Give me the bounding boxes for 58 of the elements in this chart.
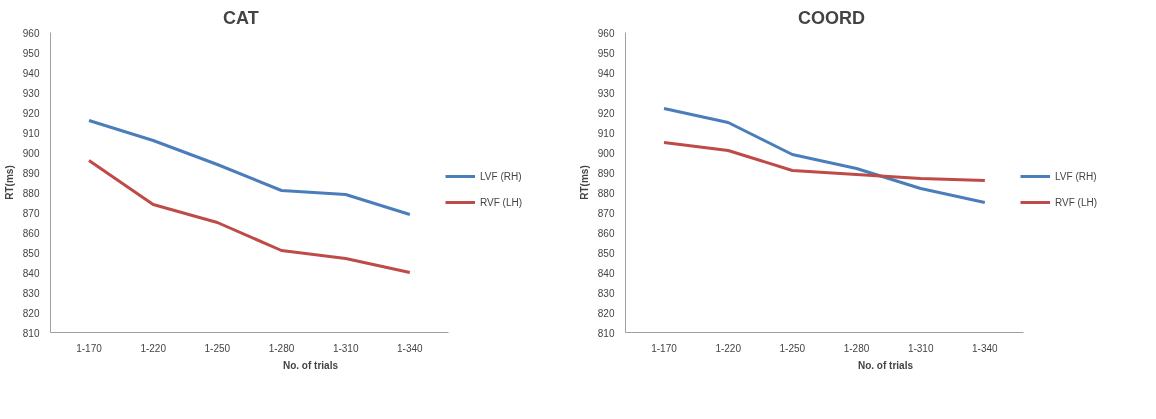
y-tick-label: 870	[597, 207, 615, 219]
y-tick-label: 940	[597, 67, 615, 79]
x-tick-label: 1-280	[268, 342, 295, 354]
x-tick-label: 1-340	[397, 342, 424, 354]
y-tick-label: 920	[597, 107, 615, 119]
line-series	[662, 141, 987, 182]
line-series	[87, 119, 412, 216]
y-tick-label: 940	[22, 67, 40, 79]
y-tick-label: 880	[597, 187, 615, 199]
x-tick-label: 1-310	[907, 342, 934, 354]
y-tick-label: 950	[597, 47, 615, 59]
legend-label: LVF (RH)	[480, 170, 522, 182]
y-tick-label: 870	[22, 207, 40, 219]
y-tick-label: 890	[597, 167, 615, 179]
y-tick-label: 900	[22, 147, 40, 159]
y-tick-label: 960	[22, 27, 40, 39]
x-tick-label: 1-170	[76, 342, 103, 354]
y-tick-label: 910	[22, 127, 40, 139]
y-tick-label: 850	[22, 247, 40, 259]
x-tick-label: 1-280	[843, 342, 870, 354]
y-tick-label: 930	[22, 87, 40, 99]
x-axis-title: No. of trials	[283, 359, 339, 371]
line-series	[87, 159, 412, 274]
y-axis-title: RT(ms)	[3, 165, 15, 200]
y-tick-label: 830	[22, 287, 40, 299]
legend-label: RVF (LH)	[1055, 196, 1098, 208]
y-tick-label: 880	[22, 187, 40, 199]
y-tick-label: 900	[597, 147, 615, 159]
x-tick-label: 1-170	[651, 342, 678, 354]
x-tick-label: 1-340	[972, 342, 999, 354]
y-tick-label: 830	[597, 287, 615, 299]
y-tick-label: 810	[597, 327, 615, 339]
chart-title: COORD	[798, 7, 865, 28]
chart-title: CAT	[223, 7, 259, 28]
x-tick-label: 1-220	[140, 342, 167, 354]
line-series	[662, 107, 987, 204]
y-tick-label: 810	[22, 327, 40, 339]
x-axis-title: No. of trials	[858, 359, 914, 371]
y-tick-label: 860	[22, 227, 40, 239]
y-tick-label: 960	[597, 27, 615, 39]
y-tick-label: 910	[597, 127, 615, 139]
y-tick-label: 850	[597, 247, 615, 259]
x-tick-label: 1-250	[779, 342, 806, 354]
x-tick-label: 1-310	[332, 342, 359, 354]
y-axis-title: RT(ms)	[578, 165, 590, 200]
x-tick-label: 1-250	[204, 342, 231, 354]
y-tick-label: 840	[22, 267, 40, 279]
y-tick-label: 820	[597, 307, 615, 319]
y-tick-label: 950	[22, 47, 40, 59]
y-tick-label: 930	[597, 87, 615, 99]
legend-label: LVF (RH)	[1055, 170, 1097, 182]
y-tick-label: 820	[22, 307, 40, 319]
legend-label: RVF (LH)	[480, 196, 523, 208]
y-tick-label: 840	[597, 267, 615, 279]
y-tick-label: 890	[22, 167, 40, 179]
x-tick-label: 1-220	[715, 342, 742, 354]
y-tick-label: 920	[22, 107, 40, 119]
y-tick-label: 860	[597, 227, 615, 239]
